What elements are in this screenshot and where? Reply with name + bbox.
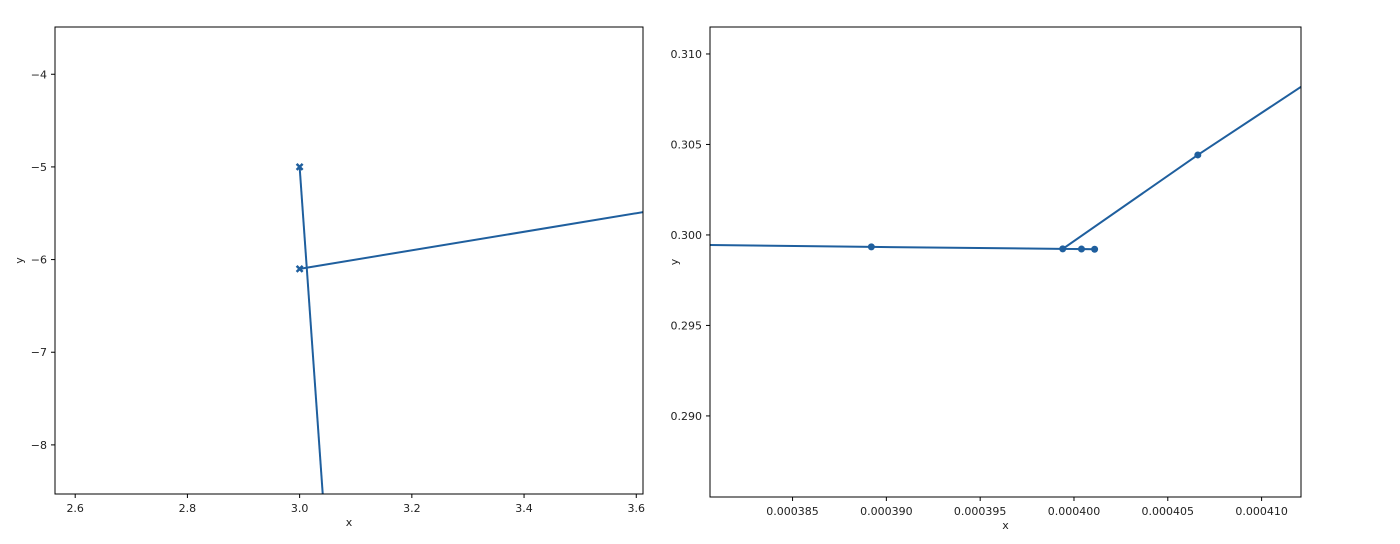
x-tick-label: 0.000405 [1142, 505, 1195, 518]
data-line [710, 85, 1301, 251]
x-tick-label: 3.0 [291, 502, 309, 515]
data-line [299, 211, 643, 270]
x-tick-label: 0.000400 [1048, 505, 1101, 518]
x-tick-label: 3.4 [515, 502, 533, 515]
y-tick-label: 0.310 [671, 48, 703, 61]
x-axis-label: x [346, 516, 353, 529]
y-tick-label: 0.300 [671, 229, 703, 242]
y-tick-label: −6 [31, 254, 47, 267]
x-tick-label: 3.2 [403, 502, 421, 515]
axes-frame [709, 26, 1302, 498]
marker [1059, 245, 1067, 253]
chart: 2.6 2.8 3.0 3.2 3.4 3.6 −4 −5 −6 −7 −8 x y [13, 26, 646, 529]
x-tick-label: 2.6 [66, 502, 84, 515]
y-tick-label: 0.295 [671, 319, 703, 332]
marker [1091, 245, 1099, 253]
plot-area [295, 163, 643, 494]
axes-frame [54, 26, 644, 495]
x-tick-label: 0.000395 [954, 505, 1007, 518]
y-tick-label: 0.305 [671, 138, 703, 151]
x-tick-label: 0.000385 [766, 505, 819, 518]
marker [1194, 151, 1202, 159]
y-tick-label: −4 [31, 68, 47, 81]
x-tick-label: 3.6 [628, 502, 646, 515]
x-tick-label: 2.8 [179, 502, 197, 515]
y-tick-label: 0.290 [671, 410, 703, 423]
marker [1077, 245, 1085, 253]
marker [295, 163, 304, 171]
y-tick-label: −7 [31, 346, 47, 359]
x-tick-label: 0.000390 [860, 505, 913, 518]
x-tick-label: 0.000410 [1235, 505, 1288, 518]
marker [867, 243, 875, 251]
x-axis-label: x [1002, 519, 1009, 532]
marker [295, 264, 304, 273]
y-axis-label: y [668, 258, 681, 265]
y-tick-label: −8 [31, 439, 47, 452]
chart: 0.000385 0.000390 0.000395 0.000400 0.000405… [668, 26, 1302, 532]
y-axis-label: y [13, 257, 26, 264]
data-line [298, 166, 324, 494]
y-tick-label: −5 [31, 161, 47, 174]
plot-area [710, 85, 1301, 253]
